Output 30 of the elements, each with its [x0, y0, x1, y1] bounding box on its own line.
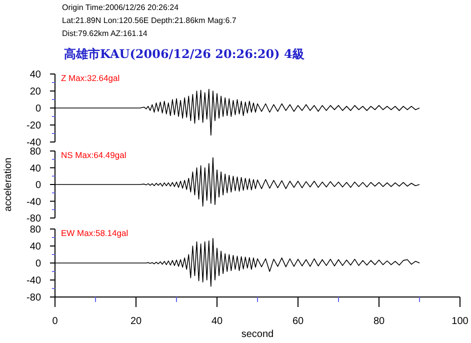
y-tick-label: -40: [26, 196, 42, 208]
text: Lat:21.89N Lon:120.56E Depth:21.86km Mag:6.7: [62, 16, 237, 25]
y-tick-label: -20: [26, 120, 42, 132]
y-tick-label: 20: [30, 86, 42, 98]
x-tick-label: 60: [292, 316, 304, 327]
annotation: NS Max:64.49gal: [61, 150, 126, 160]
text: Dist:79.62km AZ:161.14: [62, 29, 148, 38]
y-tick-label: -80: [26, 292, 42, 304]
x-axis-title: second: [241, 329, 274, 340]
y-tick-label: 0: [35, 104, 42, 114]
y-axis-title: acceleration: [3, 158, 14, 212]
y-tick-label: -80: [26, 214, 42, 224]
x-tick-label: 40: [211, 316, 223, 327]
y-tick-label: 40: [30, 163, 42, 174]
y-tick-label: 40: [30, 70, 42, 80]
y-tick-label: -40: [26, 276, 42, 286]
x-tick-label: 100: [452, 316, 469, 327]
x-tick-label: 20: [130, 316, 142, 327]
annotation: EW Max:58.14gal: [61, 228, 128, 238]
text: Origin Time:2006/12/26 20:26:24: [62, 3, 180, 12]
x-tick-label: 0: [52, 316, 58, 327]
y-tick-label: 80: [30, 224, 42, 236]
annotation: Z Max:32.64gal: [61, 73, 120, 83]
y-tick-label: 40: [30, 242, 42, 252]
y-tick-label: 80: [30, 146, 42, 158]
y-tick-label: 0: [35, 258, 42, 270]
y-tick-label: -40: [26, 138, 42, 148]
chart-title: 高雄市KAU(2006/12/26 20:26:20) 4級: [64, 47, 306, 61]
x-tick-label: 80: [373, 316, 385, 327]
y-tick-label: 0: [35, 180, 42, 191]
